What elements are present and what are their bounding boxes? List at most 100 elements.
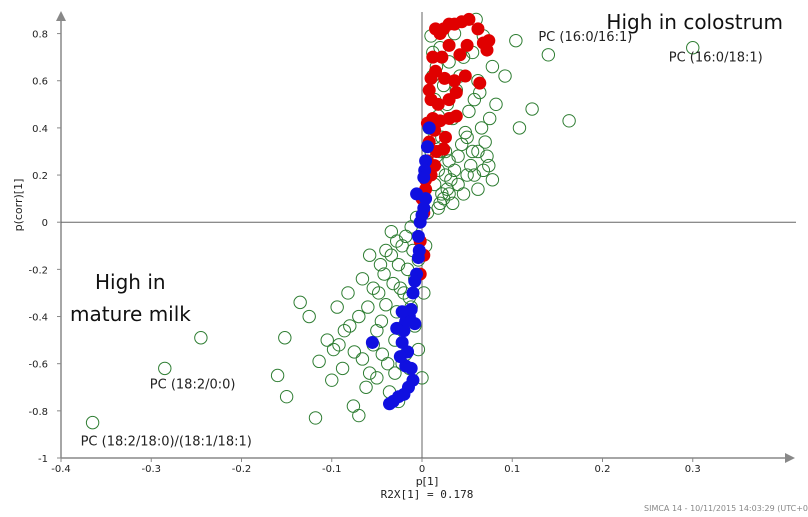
annotation-label: PC (18:2/0:0) <box>150 377 236 392</box>
point-other <box>442 154 456 168</box>
point-other <box>346 399 361 413</box>
point-other <box>485 173 500 187</box>
point-other <box>85 415 100 430</box>
point-other <box>471 144 485 159</box>
data-points <box>85 12 700 430</box>
point-other <box>370 323 384 338</box>
point-colostrum <box>438 130 452 144</box>
point-other <box>462 104 476 119</box>
point-mature <box>420 140 434 154</box>
x-tick-label: -0.1 <box>322 464 342 475</box>
y-tick-label: -1 <box>38 454 48 465</box>
point-colostrum <box>460 38 474 52</box>
point-other <box>343 319 357 333</box>
point-mature <box>395 335 409 349</box>
point-other <box>509 33 523 48</box>
point-other <box>467 168 482 182</box>
point-other <box>438 168 453 182</box>
y-tick-label: -0.8 <box>28 407 48 418</box>
point-other <box>460 168 474 182</box>
x-tick-label: 0.1 <box>504 464 520 475</box>
region-label-mature-line1: High in <box>95 270 166 294</box>
annotation-label: PC (18:2/18:0)/(18:1/18:1) <box>81 435 252 450</box>
point-other <box>451 177 465 192</box>
point-colostrum <box>437 142 451 156</box>
point-other <box>485 59 500 74</box>
point-other <box>498 69 512 83</box>
y-tick-labels: -1 -0.8 -0.6 -0.4 -0.2 0 0.2 0.4 0.6 0.8 <box>28 30 61 465</box>
point-other <box>562 114 576 128</box>
y-tick-label: -0.2 <box>28 265 48 276</box>
point-other <box>686 41 700 55</box>
point-mature <box>413 215 427 229</box>
point-colostrum <box>447 74 461 88</box>
point-other <box>478 135 492 149</box>
point-other <box>278 331 292 345</box>
y-tick-label: 0 <box>42 218 48 229</box>
point-other <box>388 366 402 380</box>
point-other <box>373 257 388 272</box>
point-other <box>337 323 352 338</box>
point-other <box>471 182 485 196</box>
point-other <box>435 187 449 201</box>
point-other <box>465 144 480 159</box>
point-colostrum <box>426 50 440 64</box>
point-other <box>312 354 326 369</box>
point-other <box>335 361 350 376</box>
x-tick-label: -0.4 <box>51 464 71 475</box>
point-mature <box>406 286 420 300</box>
point-other <box>194 331 208 345</box>
x-tick-label: 0.3 <box>685 464 701 475</box>
point-other <box>302 309 316 324</box>
point-other <box>355 272 370 286</box>
point-colostrum <box>422 83 436 97</box>
point-other <box>444 173 458 187</box>
point-other <box>379 298 393 312</box>
point-other <box>375 347 389 361</box>
point-other <box>361 300 375 314</box>
point-other <box>359 380 373 394</box>
y-tick-label: 0.6 <box>32 77 48 88</box>
point-other <box>474 121 489 135</box>
x-axis-label: p[1] <box>416 475 439 488</box>
point-other <box>476 163 491 178</box>
point-other <box>489 97 503 112</box>
y-tick-label: 0.8 <box>32 30 48 41</box>
point-mature <box>395 305 409 319</box>
point-other <box>362 366 377 380</box>
point-mature <box>393 350 407 364</box>
point-other <box>384 224 399 239</box>
point-colostrum <box>471 22 485 36</box>
point-other <box>512 121 527 135</box>
point-other <box>371 286 386 300</box>
region-label-colostrum: High in colostrum <box>606 10 783 34</box>
point-mature <box>404 361 418 375</box>
point-annotations: PC (16:0/16:1) PC (16:0/18:1) PC (18:2/0:0… <box>81 30 763 450</box>
point-other <box>347 345 362 359</box>
point-mature <box>408 274 422 288</box>
point-other <box>442 187 456 201</box>
point-other <box>352 408 366 423</box>
point-other <box>384 248 399 262</box>
point-other <box>270 368 285 383</box>
point-colostrum <box>449 86 463 100</box>
point-other <box>279 389 294 404</box>
point-other <box>445 196 460 211</box>
point-other <box>377 267 391 281</box>
point-other <box>386 276 400 291</box>
point-colostrum <box>458 69 472 83</box>
point-mature <box>365 335 379 349</box>
point-other <box>330 300 344 314</box>
point-other <box>456 187 471 201</box>
point-other <box>480 149 494 163</box>
point-other <box>482 111 497 126</box>
point-colostrum <box>449 109 463 123</box>
point-other <box>325 373 339 387</box>
point-colostrum <box>482 34 496 48</box>
point-other <box>366 281 380 295</box>
x-tick-label: 0.2 <box>595 464 611 475</box>
region-label-mature-line2: mature milk <box>70 302 191 326</box>
point-colostrum <box>442 38 456 52</box>
x-tick-label: -0.2 <box>232 464 252 475</box>
